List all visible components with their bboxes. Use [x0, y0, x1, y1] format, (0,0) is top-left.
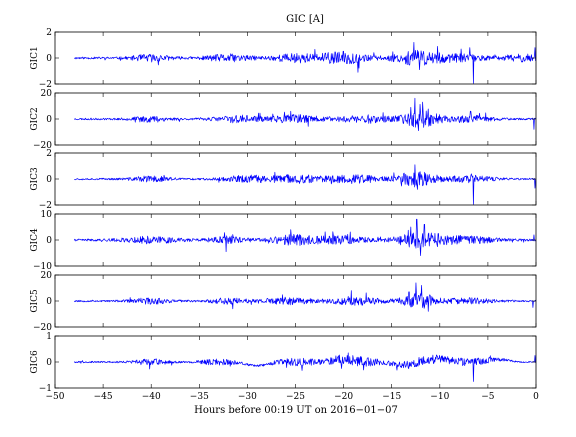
x-tick-label: −35 — [190, 392, 209, 402]
y-tick-label: 0 — [46, 54, 52, 64]
panel-3: −2 0 2 GIC3 — [30, 149, 537, 211]
y-tick-label: 2 — [46, 149, 52, 159]
y-axis-label: GIC5 — [30, 289, 40, 313]
y-tick-label: −2 — [39, 80, 52, 90]
y-tick-label: 0 — [46, 236, 52, 246]
panel-group: −202GIC1−20020GIC2−202GIC3−10010GIC4−200… — [30, 28, 539, 402]
y-tick-label: −1 — [39, 384, 52, 394]
y-tick-label: −20 — [33, 323, 52, 333]
x-tick-label: 0 — [533, 392, 539, 402]
gic-trace-4 — [73, 218, 537, 256]
y-tick-label: 0 — [46, 358, 52, 368]
y-tick-label: 10 — [41, 210, 53, 220]
y-tick-label: 1 — [46, 332, 52, 342]
gic-trace-3 — [74, 164, 537, 205]
y-tick-label: 2 — [46, 28, 52, 38]
gic-trace-5 — [74, 282, 537, 312]
x-tick-label: −20 — [334, 392, 353, 402]
y-axis-label: GIC1 — [30, 46, 40, 69]
panel-1: −2 0 2 GIC1 — [30, 28, 537, 90]
x-tick-label: −50 — [46, 392, 65, 402]
gic-trace-1 — [74, 42, 537, 84]
gic-trace-6 — [73, 352, 537, 382]
y-tick-label: 20 — [41, 271, 53, 281]
x-tick-label: −15 — [382, 392, 401, 402]
y-tick-label: 0 — [46, 115, 52, 125]
x-tick-label: −30 — [238, 392, 257, 402]
x-tick-label: −5 — [481, 392, 495, 402]
y-axis-label: GIC4 — [30, 228, 40, 252]
y-axis-label: GIC2 — [30, 107, 40, 130]
y-tick-label: −10 — [33, 262, 52, 272]
figure-title: GIC [A] — [286, 14, 324, 25]
y-tick-label: 0 — [46, 175, 52, 185]
x-tick-label: −10 — [430, 392, 449, 402]
x-tick-label: −45 — [94, 392, 113, 402]
y-axis-label: GIC6 — [30, 350, 40, 374]
y-tick-label: 0 — [46, 297, 52, 307]
y-tick-label: −2 — [39, 201, 52, 211]
x-tick-label: −40 — [142, 392, 161, 402]
y-axis-label: GIC3 — [30, 167, 40, 191]
x-tick-label: −25 — [286, 392, 305, 402]
x-axis-label: Hours before 00:19 UT on 2016−01−07 — [194, 405, 398, 416]
y-tick-label: 20 — [41, 89, 53, 99]
gic-trace-2 — [73, 97, 537, 132]
y-tick-label: −20 — [33, 141, 52, 151]
